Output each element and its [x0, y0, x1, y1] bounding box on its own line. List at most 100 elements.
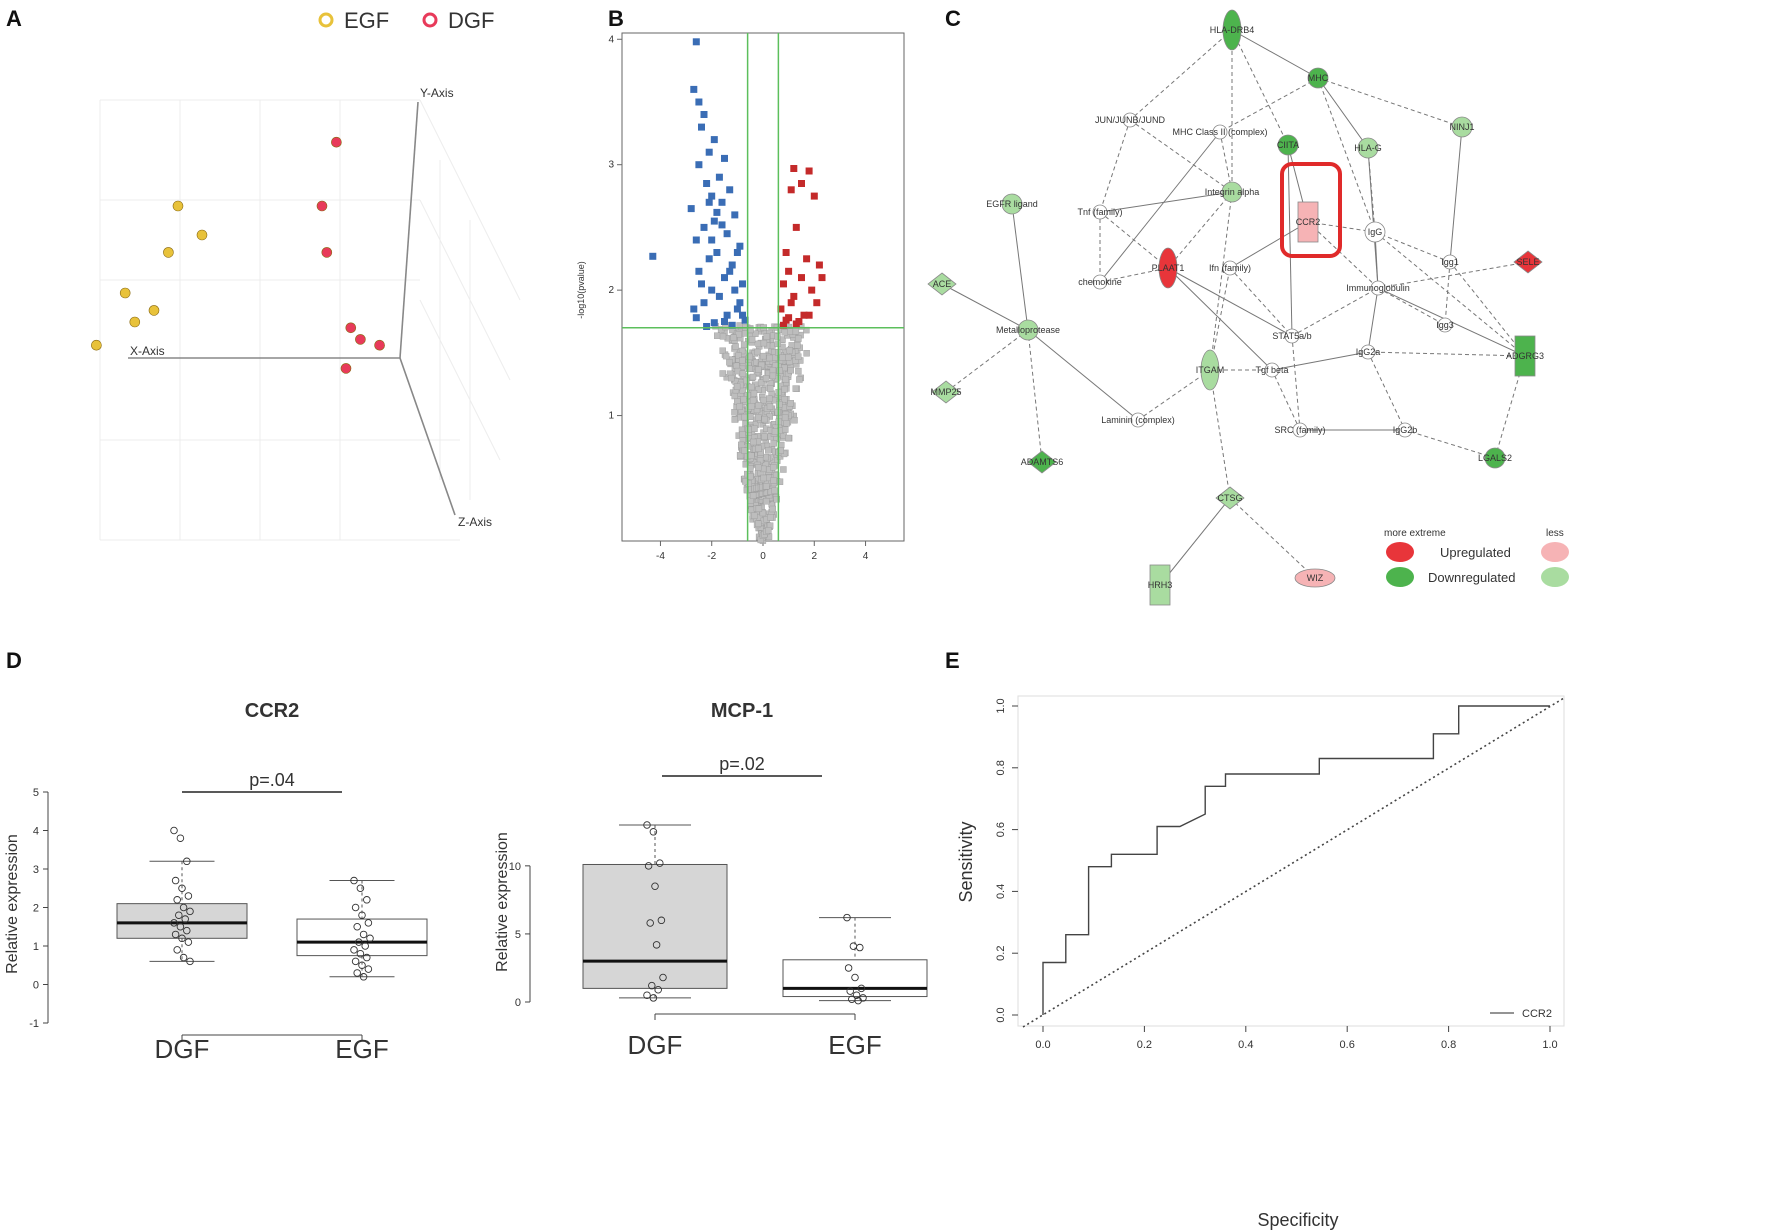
volcano-point-ns — [803, 350, 810, 357]
roc-xtick-label: 0.2 — [1137, 1039, 1152, 1051]
network-edge — [1307, 221, 1379, 289]
network-edge — [1027, 329, 1139, 421]
volcano-point-ns — [771, 487, 778, 494]
volcano-ticks: -4 -2 0 2 4 1 2 3 4 — [608, 34, 868, 562]
box-point — [350, 946, 358, 954]
volcano-point-up — [815, 261, 823, 269]
volcano-point-ns — [765, 447, 772, 454]
box-point — [176, 923, 185, 931]
network-edge — [1231, 29, 1289, 146]
volcano-point-down — [731, 211, 739, 219]
volcano-point-ns — [755, 464, 762, 471]
volcano-point-ns — [766, 403, 774, 410]
volcano-point-up — [792, 223, 800, 231]
network-edge — [1099, 211, 1169, 269]
network-node-label: ADAMTS6 — [1021, 457, 1064, 467]
box-point — [366, 934, 374, 943]
pca-points — [91, 136, 385, 374]
volcano-point-down — [733, 305, 741, 313]
volcano-point-ns — [722, 352, 730, 360]
volcano-point-ns — [739, 370, 747, 377]
ccr2-highlight-box — [1280, 162, 1342, 258]
volcano-point-ns — [781, 386, 788, 393]
volcano-point-ns — [779, 354, 786, 361]
box-point — [358, 961, 366, 970]
pca-point-dgf — [331, 136, 342, 148]
pca-point-dgf — [355, 334, 366, 345]
box-point — [184, 938, 193, 946]
box-point — [183, 926, 191, 935]
network-edge — [1167, 267, 1293, 337]
roc-xlabel: Specificity — [1257, 1210, 1338, 1230]
network-edge — [1129, 29, 1233, 121]
box-point — [171, 876, 180, 885]
volcano-point-down — [700, 299, 708, 307]
network-node-label: LGALS2 — [1478, 453, 1512, 463]
network-edge — [1367, 287, 1379, 353]
box-point — [361, 942, 369, 950]
volcano-point-down — [690, 85, 698, 93]
network-nodes: HLA-DRB4 MHC NINJ1 JUN/JUNB/JUND MHC Class I… — [927, 9, 1544, 606]
volcano-point-ns — [719, 370, 726, 377]
network-node — [1277, 134, 1299, 156]
volcano-point-ns — [760, 339, 768, 347]
volcano-point-down — [700, 111, 708, 118]
roc-xtick-label: 0.8 — [1441, 1039, 1456, 1051]
pca-grid — [99, 99, 521, 541]
volcano-point-ns — [762, 375, 770, 382]
volcano-point-ns — [738, 441, 745, 449]
volcano-point-down — [692, 38, 700, 46]
volcano-point-down — [733, 249, 741, 256]
volcano-point-ns — [749, 397, 757, 404]
box-point — [356, 949, 365, 958]
volcano-point-up — [787, 299, 795, 307]
ccr2-boxplot: -1 0 1 2 3 4 5 — [29, 787, 428, 1041]
network-node-label: NINJ1 — [1449, 122, 1474, 132]
volcano-point-ns — [735, 331, 742, 338]
pca-point-dgf — [345, 322, 357, 334]
box-point — [657, 916, 666, 925]
volcano-point-ns — [770, 477, 777, 484]
ccr2-xlabel-egf: EGF — [335, 1034, 388, 1064]
volcano-ytick-label: 1 — [608, 411, 614, 422]
network-node-label: MHC Class II (complex) — [1172, 127, 1267, 137]
network-node — [1514, 335, 1536, 377]
network-node — [1284, 328, 1300, 344]
network-node — [1442, 254, 1458, 270]
volcano-point-down — [731, 286, 739, 294]
volcano-point-down — [721, 154, 728, 162]
volcano-point-ns — [773, 496, 780, 503]
volcano-point-down — [708, 286, 716, 294]
volcano-point-ns — [736, 403, 743, 410]
volcano-point-ns — [780, 450, 788, 458]
volcano-point-ns — [746, 365, 753, 372]
volcano-point-down — [713, 249, 721, 256]
network-node-label: MHC — [1308, 73, 1329, 83]
volcano-point-ns — [742, 478, 749, 485]
volcano-point-up — [818, 274, 826, 282]
network-node-label: Igg3 — [1436, 320, 1454, 330]
network-node-label: Metalloprotease — [996, 325, 1060, 335]
volcano-point-ns — [738, 347, 746, 355]
pca-point-egf — [172, 200, 184, 212]
volcano-point-ns — [755, 366, 762, 373]
network-edge — [1449, 261, 1526, 357]
network-node — [1092, 274, 1108, 290]
volcano-point-down — [726, 267, 734, 275]
volcano-point-ns — [731, 409, 738, 416]
network-edge — [1374, 231, 1451, 263]
box-point — [648, 981, 656, 990]
network-edge — [1291, 287, 1379, 337]
network-node-label: IgG — [1368, 227, 1383, 237]
volcano-point-ns — [751, 425, 758, 432]
pca-point-egf — [148, 305, 160, 316]
volcano-point-ns — [766, 395, 773, 402]
volcano-xtick-label: 2 — [811, 551, 817, 562]
volcano-point-ns — [776, 401, 783, 408]
network-node — [1364, 221, 1386, 243]
volcano-point-ns — [792, 328, 800, 335]
legend-up-light-swatch — [1541, 542, 1569, 562]
panel-letter-b: B — [608, 6, 624, 31]
network-node-label: CCR2 — [1296, 217, 1321, 227]
